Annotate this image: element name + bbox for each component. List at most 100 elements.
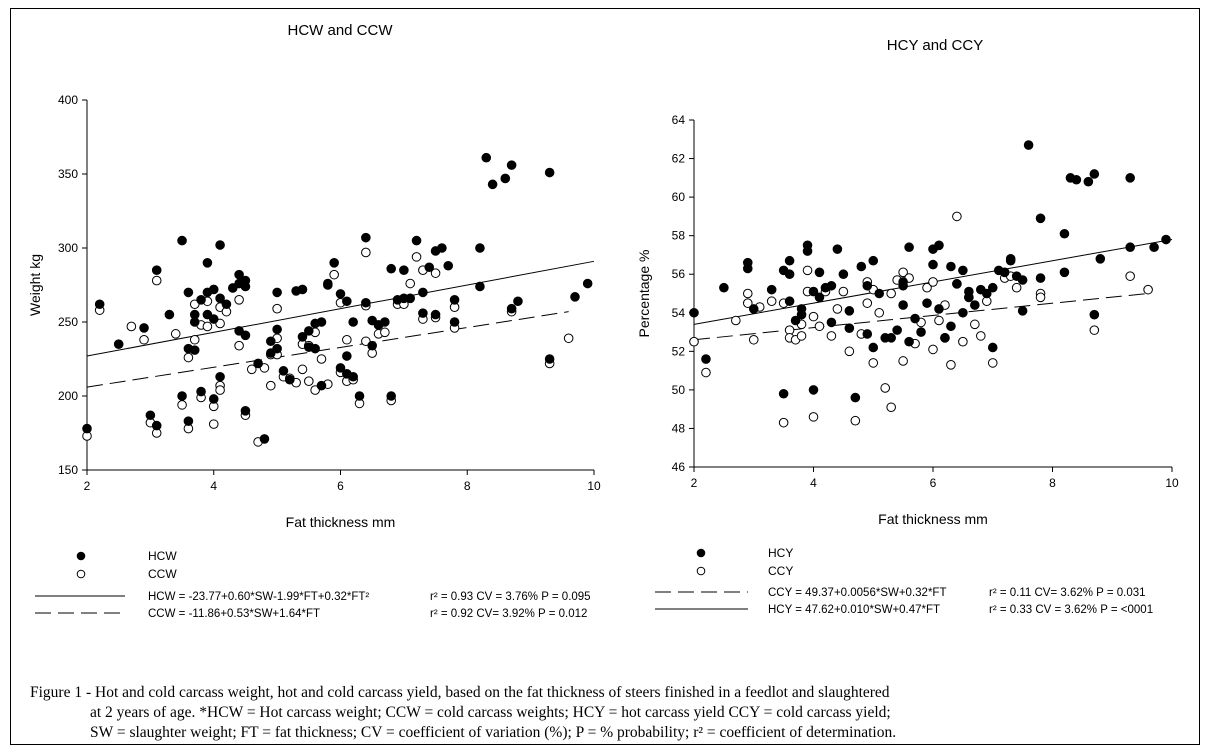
filled-point-hcy bbox=[808, 385, 819, 395]
filled-point-hcy bbox=[1059, 267, 1070, 278]
y-tick-label: 52 bbox=[672, 344, 686, 358]
filled-point-hcw bbox=[183, 416, 194, 426]
open-point-ccy bbox=[802, 265, 813, 276]
filled-point-hcy bbox=[862, 280, 873, 291]
filled-point-hcy bbox=[838, 269, 849, 280]
filled-point-hcw bbox=[544, 167, 555, 178]
open-point-ccw bbox=[177, 400, 187, 410]
filled-point-hcy bbox=[748, 304, 759, 314]
filled-point-hcy bbox=[826, 317, 837, 328]
filled-point-hcy bbox=[940, 333, 950, 343]
filled-point-hcy bbox=[898, 277, 908, 287]
filled-point-hcy bbox=[778, 388, 789, 399]
y-axis-label: Weight kg bbox=[27, 254, 43, 316]
filled-point-hcw bbox=[475, 243, 485, 253]
legend-left-marker-ccw bbox=[76, 569, 86, 579]
y-tick-label: 50 bbox=[672, 383, 686, 397]
filled-point-hcy bbox=[987, 342, 998, 353]
legend-left-stats-4: r² = 0.92 CV= 3.92% P = 0.012 bbox=[430, 608, 587, 620]
open-point-ccw bbox=[189, 334, 200, 345]
y-tick-label: 400 bbox=[58, 93, 78, 107]
filled-point-hcw bbox=[240, 281, 251, 292]
open-point-ccy bbox=[976, 331, 986, 341]
open-point-ccw bbox=[234, 340, 244, 351]
filled-point-hcw bbox=[405, 293, 416, 304]
filled-point-hcy bbox=[814, 267, 825, 278]
filled-point-hcw bbox=[208, 314, 219, 324]
open-point-ccw bbox=[126, 321, 137, 332]
open-point-ccw bbox=[342, 334, 352, 345]
open-point-ccy bbox=[987, 358, 998, 368]
filled-point-hcw bbox=[437, 243, 447, 253]
filled-point-hcy bbox=[784, 255, 795, 266]
x-axis-label: Fat thickness mm bbox=[286, 514, 396, 530]
filled-point-hcw bbox=[310, 343, 320, 354]
filled-point-hcw bbox=[449, 295, 460, 305]
open-point-ccy bbox=[808, 412, 819, 422]
filled-point-hcw bbox=[544, 354, 555, 364]
x-tick-label: 2 bbox=[84, 479, 91, 493]
filled-point-hcw bbox=[297, 284, 308, 295]
filled-point-hcy bbox=[1005, 253, 1016, 264]
open-point-ccw bbox=[411, 252, 422, 262]
open-point-ccy bbox=[731, 315, 741, 326]
open-point-ccw bbox=[234, 295, 244, 305]
filled-point-hcy bbox=[981, 288, 992, 299]
filled-point-hcy bbox=[844, 323, 855, 334]
open-point-ccy bbox=[742, 288, 753, 299]
filled-point-hcw bbox=[342, 351, 352, 361]
filled-point-hcw bbox=[380, 317, 390, 327]
open-point-ccw bbox=[265, 380, 276, 391]
figure-frame bbox=[10, 8, 1200, 745]
filled-point-hcy bbox=[808, 286, 819, 297]
filled-point-hcy bbox=[1035, 273, 1046, 283]
filled-point-hcw bbox=[221, 299, 232, 310]
filled-point-hcy bbox=[946, 321, 956, 332]
filled-point-hcy bbox=[802, 246, 813, 256]
filled-point-hcw bbox=[411, 235, 422, 246]
open-point-ccw bbox=[304, 376, 314, 387]
open-point-ccy bbox=[862, 298, 873, 308]
chart-title: HCY and CCY bbox=[887, 37, 983, 54]
filled-point-hcy bbox=[916, 327, 926, 337]
open-point-ccy bbox=[898, 267, 908, 278]
filled-point-hcy bbox=[904, 242, 914, 253]
filled-point-hcw bbox=[329, 258, 339, 268]
filled-point-hcw bbox=[342, 296, 352, 307]
filled-point-hcy bbox=[1161, 234, 1171, 245]
filled-point-hcw bbox=[297, 332, 308, 342]
filled-point-hcy bbox=[1125, 173, 1135, 183]
filled-point-hcw bbox=[278, 366, 289, 376]
x-tick-label: 6 bbox=[930, 476, 937, 490]
filled-point-hcy bbox=[910, 313, 920, 324]
filled-point-hcy bbox=[958, 307, 968, 318]
open-point-ccw bbox=[272, 303, 282, 314]
filled-point-hcw bbox=[145, 410, 156, 421]
open-point-ccy bbox=[742, 298, 753, 308]
open-point-ccw bbox=[430, 268, 441, 278]
filled-point-hcw bbox=[189, 317, 200, 327]
y-tick-label: 48 bbox=[672, 421, 686, 435]
filled-point-hcw bbox=[506, 160, 517, 170]
x-tick-label: 10 bbox=[1165, 476, 1179, 490]
open-point-ccy bbox=[766, 296, 777, 307]
chart-panel-1 bbox=[82, 99, 595, 475]
open-point-ccy bbox=[958, 336, 968, 347]
filled-point-hcy bbox=[1059, 228, 1070, 239]
filled-point-hcw bbox=[272, 343, 282, 354]
filled-point-hcw bbox=[82, 423, 92, 434]
y-tick-label: 62 bbox=[672, 152, 686, 166]
filled-point-hcw bbox=[265, 336, 276, 347]
open-point-ccy bbox=[880, 383, 891, 393]
open-point-ccw bbox=[405, 278, 416, 289]
filled-point-hcy bbox=[701, 354, 711, 364]
filled-point-hcw bbox=[386, 263, 397, 274]
filled-point-hcw bbox=[323, 278, 333, 289]
open-point-ccw bbox=[246, 364, 257, 375]
y-tick-label: 350 bbox=[58, 167, 78, 181]
filled-point-hcw bbox=[259, 434, 270, 444]
open-point-ccw bbox=[151, 275, 162, 286]
x-tick-label: 8 bbox=[1049, 476, 1056, 490]
filled-point-hcw bbox=[424, 262, 435, 273]
filled-point-hcw bbox=[208, 394, 219, 404]
